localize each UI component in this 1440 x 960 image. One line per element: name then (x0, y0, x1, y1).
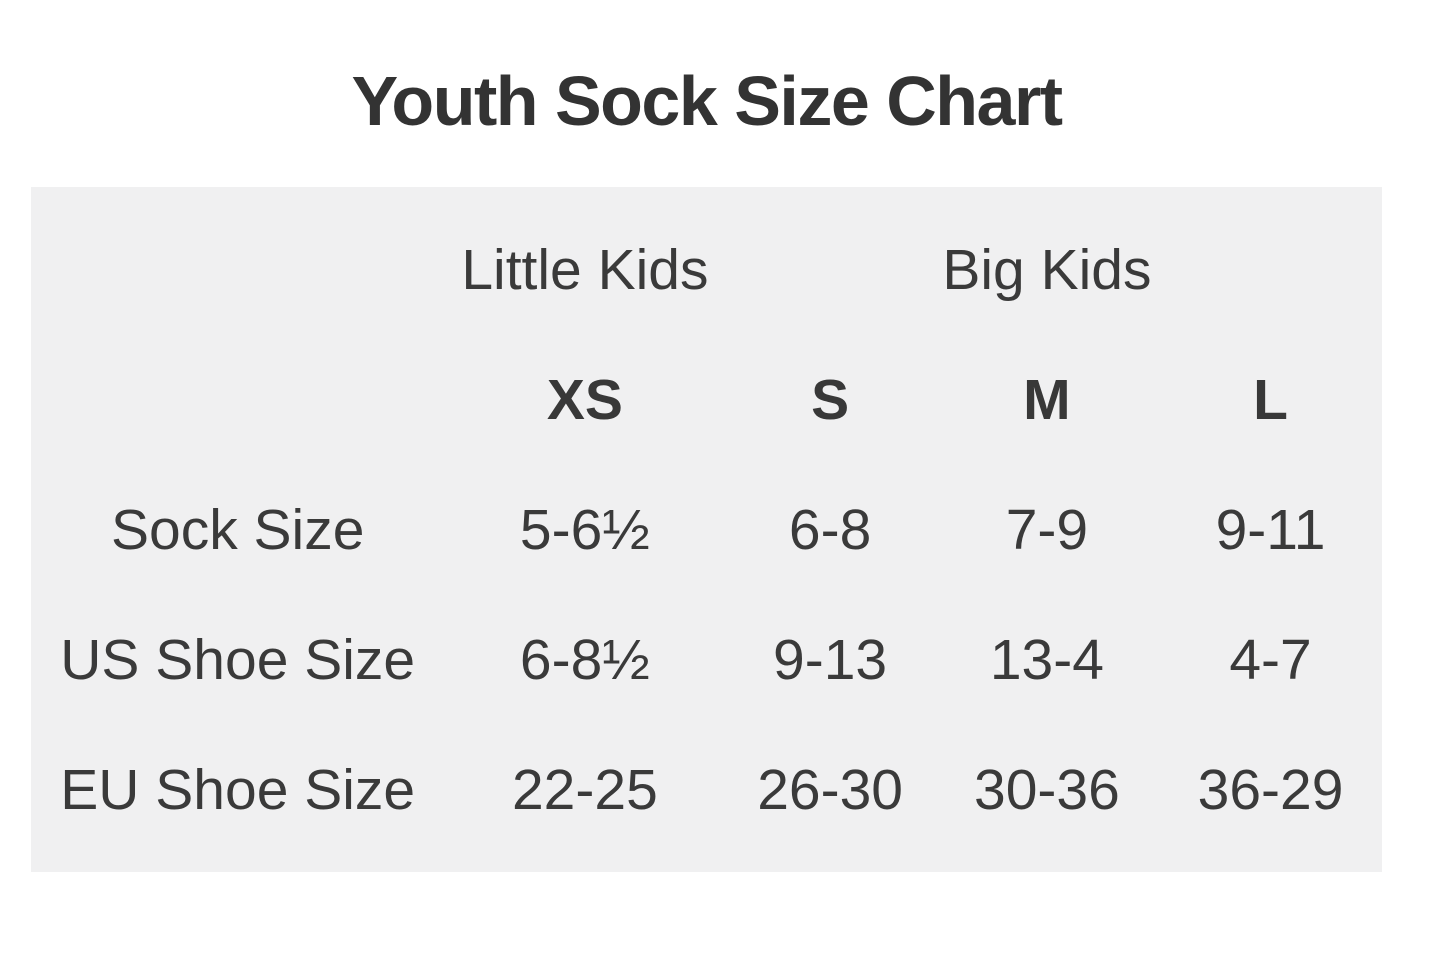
cell-eu-shoe-s: 26-30 (757, 758, 903, 822)
empty-cell (31, 205, 444, 335)
cell-eu-shoe-xs: 22-25 (511, 758, 658, 822)
cell-us-shoe-m: 13-4 (989, 628, 1104, 692)
size-col-m: M (1023, 368, 1071, 432)
cell-sock-size-xs: 5-6½ (519, 498, 650, 562)
cell-sock-size-m: 7-9 (1005, 498, 1089, 562)
chart-title: Youth Sock Size Chart (351, 61, 1063, 140)
row-label-us-shoe-size: US Shoe Size (60, 628, 416, 692)
table-row-sock-size: Sock Size 5-6½ 6-8 7-9 9-11 (31, 465, 1382, 595)
size-col-xs: XS (546, 368, 623, 432)
size-chart-panel: Little Kids Big Kids XS S M L Sock Size … (31, 187, 1382, 872)
table-row-us-shoe-size: US Shoe Size 6-8½ 9-13 13-4 4-7 (31, 595, 1382, 725)
empty-cell (31, 335, 444, 465)
empty-cell (725, 205, 934, 335)
cell-us-shoe-s: 9-13 (773, 628, 888, 692)
cell-eu-shoe-l: 36-29 (1197, 758, 1344, 822)
row-label-sock-size: Sock Size (110, 498, 365, 562)
size-chart-table: Little Kids Big Kids XS S M L Sock Size … (31, 205, 1382, 855)
size-col-s: S (811, 368, 850, 432)
cell-eu-shoe-m: 30-36 (974, 758, 1120, 822)
size-col-l: L (1253, 368, 1288, 432)
row-label-eu-shoe-size: EU Shoe Size (60, 758, 416, 822)
group-header-little-kids: Little Kids (461, 238, 709, 302)
cell-sock-size-s: 6-8 (788, 498, 872, 562)
table-row-eu-shoe-size: EU Shoe Size 22-25 26-30 30-36 36-29 (31, 725, 1382, 855)
empty-cell (1159, 205, 1382, 335)
cell-us-shoe-l: 4-7 (1229, 628, 1312, 692)
size-header-row: XS S M L (31, 335, 1382, 465)
group-header-row: Little Kids Big Kids (31, 205, 1382, 335)
group-header-big-kids: Big Kids (942, 238, 1152, 302)
page: Youth Sock Size Chart Little Kids Big Ki… (31, 0, 1382, 872)
chart-header: Youth Sock Size Chart (31, 0, 1382, 187)
cell-us-shoe-xs: 6-8½ (519, 628, 650, 692)
cell-sock-size-l: 9-11 (1215, 498, 1326, 562)
